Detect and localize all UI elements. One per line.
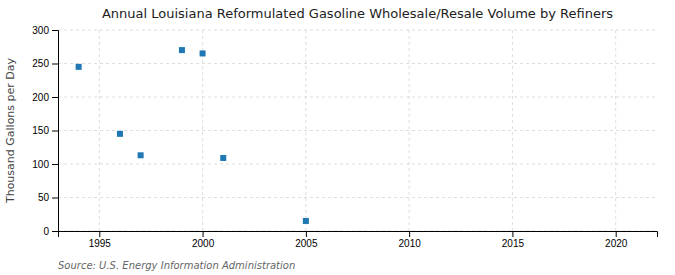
x-grid-line [305,30,306,231]
y-tick-mark [52,231,58,232]
x-grid-line [99,30,100,231]
x-tick-mark [409,231,410,237]
x-axis: 1995 2000 2005 2010 2015 2020 [59,231,658,249]
x-tick: 1995 [89,231,112,249]
x-tick-label: 2005 [295,238,318,249]
x-tick-label: 2020 [605,238,628,249]
y-tick: 200 [32,92,58,103]
source: Source: U.S. Energy Information Administ… [58,260,295,271]
x-tick-mark [616,231,617,237]
y-tick-label: 250 [32,58,49,69]
x-tick: 2010 [399,231,422,249]
point [138,152,144,158]
point [179,47,185,53]
y-tick: 50 [38,192,58,203]
x-grid-line [202,30,203,231]
y-grid-line [58,30,657,31]
y-grid-line [58,97,657,98]
x-grid-line [512,30,513,231]
x-tick-label: 2000 [192,238,215,249]
y-tick-label: 50 [38,192,50,203]
y-tick: 150 [32,125,58,136]
y-tick: 300 [32,25,58,36]
y-tick: 100 [32,159,58,170]
plot-area: 1995 2000 2005 2010 2015 2020 0 50 100 150 200 250 3… [32,25,657,249]
point [117,131,123,137]
y-tick-mark [52,64,58,65]
y-tick-label: 200 [32,92,49,103]
x-tick-mark [306,231,307,237]
y-grid-line [58,63,657,64]
x-tick-label: 2010 [399,238,422,249]
x-tick-label: 1995 [89,238,112,249]
x-tick-mark [203,231,204,237]
x-axis-line [59,232,658,238]
y-tick-label: 100 [32,159,49,170]
x-tick-mark [99,231,100,237]
point [303,218,309,224]
points [76,47,309,224]
y-tick-label: 0 [43,226,49,237]
y-tick-mark [52,164,58,165]
chart: 1995 2000 2005 2010 2015 2020 0 50 100 150 200 250 3… [0,0,675,275]
x-tick: 2000 [192,231,215,249]
x-grid-line [615,30,616,231]
point [220,155,226,161]
y-tick-label: 150 [32,125,49,136]
x-grid-line [409,30,410,231]
x-tick: 2015 [502,231,525,249]
y-tick-mark [52,97,58,98]
x-tick-mark [512,231,513,237]
grid [58,30,657,231]
x-tick: 2020 [605,231,628,249]
y-grid-line [58,197,657,198]
y-axis: 0 50 100 150 200 250 300 [32,25,58,237]
x-tick-label: 2015 [502,238,525,249]
x-tick: 2005 [295,231,318,249]
y-grid-line [58,130,657,131]
y-grid-line [58,164,657,165]
y-tick-label: 300 [32,25,49,36]
y-tick-mark [52,131,58,132]
point [200,50,206,56]
point [76,64,82,70]
y-tick-mark [52,198,58,199]
y-tick-mark [52,30,58,31]
y-tick: 250 [32,58,58,69]
y-axis-line [52,31,59,232]
y-axis-title: Thousand Gallons per Day [4,57,17,204]
y-tick: 0 [43,226,58,237]
title: Annual Louisiana Reformulated Gasoline W… [102,6,613,21]
